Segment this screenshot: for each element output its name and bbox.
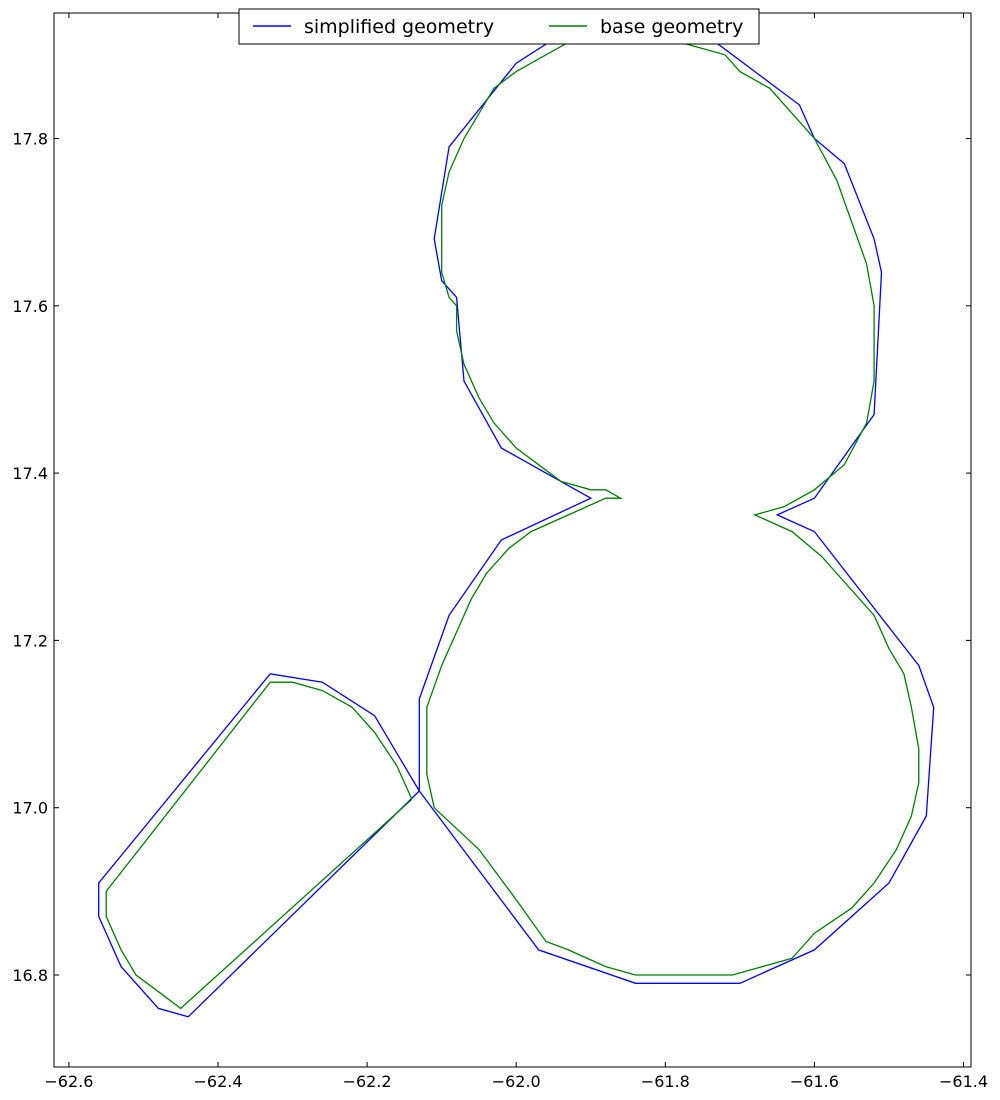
series-line-base-geometry-part-2 [105,681,413,1010]
x-axis-tick-labels: −62.6 −62.4 −62.2 −62.0 −61.8 −61.6 −61.4 [44,1072,988,1091]
y-axis-ticks [54,138,971,976]
y-tick-label: 17.2 [12,631,48,650]
series-line-simplified-geometry-part-2 [98,673,420,1018]
legend-box [238,8,760,45]
x-tick-label: −61.6 [790,1072,839,1091]
x-tick-label: −62.4 [193,1072,242,1091]
y-tick-label: 17.8 [12,130,48,149]
x-tick-label: −62.0 [492,1072,541,1091]
y-tick-label: 17.6 [12,297,48,316]
y-tick-label: 16.8 [12,966,48,985]
x-tick-label: −62.6 [44,1072,93,1091]
x-tick-label: −61.4 [939,1072,988,1091]
x-tick-label: −61.8 [641,1072,690,1091]
legend-label-simplified-geometry: simplified geometry [304,16,494,38]
legend: simplified geometry base geometry [238,8,760,45]
legend-label-base-geometry: base geometry [600,16,743,38]
x-tick-label: −62.2 [343,1072,392,1091]
y-tick-label: 17.4 [12,464,48,483]
y-axis-tick-labels: 16.8 17.0 17.2 17.4 17.6 17.8 [12,130,48,986]
y-tick-label: 17.0 [12,799,48,818]
